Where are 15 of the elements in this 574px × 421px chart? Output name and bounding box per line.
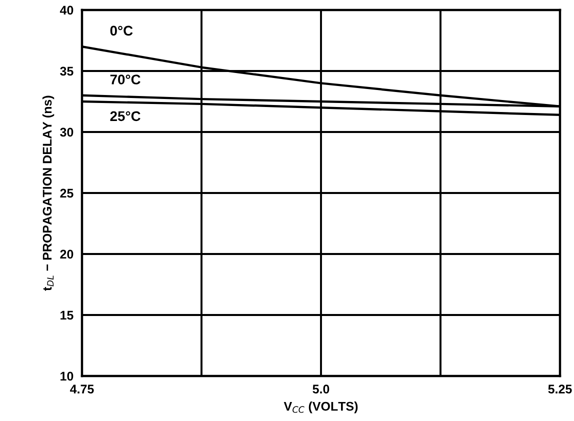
y-tick-label: 15 <box>60 310 74 320</box>
y-tick-label: 20 <box>60 250 74 259</box>
y-tick-label: 10 <box>60 372 74 381</box>
y-tick-label: 30 <box>60 128 74 137</box>
x-tick-label: 4.75 <box>70 384 94 394</box>
x-axis-title: V$_{CC}$ (VOLTS) <box>284 402 358 414</box>
y-axis-title: t$_{DL}$ − PROPAGATION DELAY (ns) <box>42 96 54 291</box>
x-tick-label: 5.25 <box>548 384 572 394</box>
series-label: 25°C <box>110 111 140 122</box>
y-tick-label: 40 <box>60 6 74 15</box>
y-tick-label: 35 <box>60 66 74 76</box>
y-tick-label: 25 <box>60 188 74 198</box>
series-label: 0°C <box>110 26 133 36</box>
series-label: 70°C <box>110 74 140 84</box>
x-tick-label: 5.0 <box>312 384 330 394</box>
